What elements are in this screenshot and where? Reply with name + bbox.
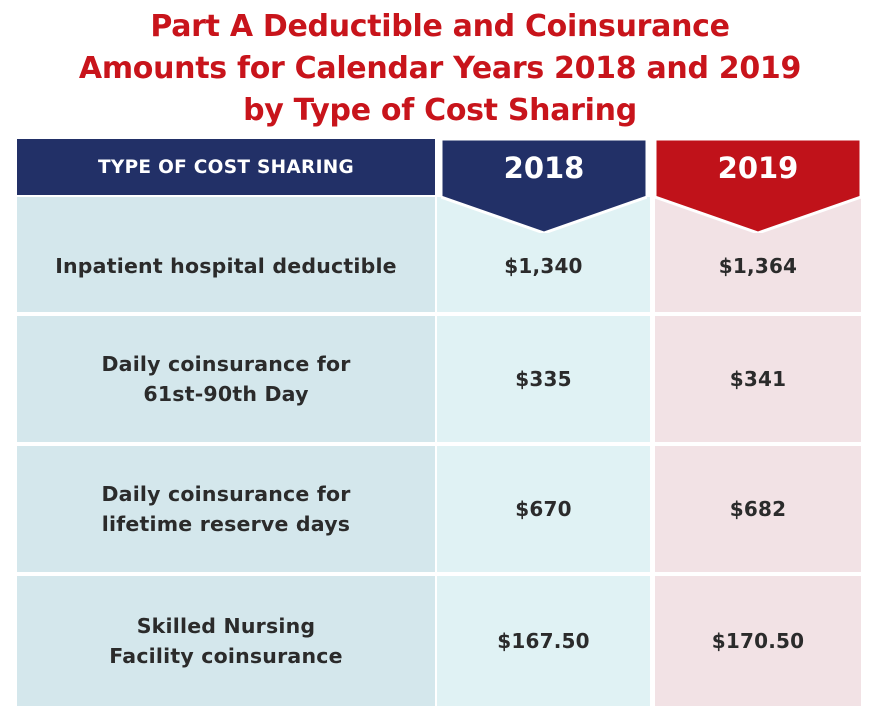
column-header-2019: 2019 [655, 139, 861, 233]
table-row-label: Skilled Nursing Facility coinsurance [17, 576, 435, 706]
value-2019-text: $170.50 [711, 629, 805, 653]
row-label-line-1: Daily coinsurance for [101, 352, 351, 376]
value-2019: $170.50 [655, 576, 861, 706]
value-2018-text: $335 [515, 367, 572, 391]
header-2019-label: 2019 [717, 151, 799, 185]
row-label-line-1: Daily coinsurance for [101, 482, 351, 506]
header-2018-arrow-shape [441, 139, 647, 233]
table-row-label: Daily coinsurance for 61st-90th Day [17, 316, 435, 442]
row-label-line-1: Inpatient hospital deductible [55, 253, 397, 278]
value-2018: $670 [437, 446, 650, 572]
value-2018-text: $167.50 [497, 629, 590, 653]
column-header-2018: 2018 [441, 139, 647, 233]
column-header-type: TYPE OF COST SHARING [17, 139, 435, 195]
row-label-line-2: 61st-90th Day [143, 382, 309, 406]
column-header-type-text: TYPE OF COST SHARING [97, 156, 355, 178]
page-title: Part A Deductible and Coinsurance Amount… [0, 6, 880, 132]
header-2019-arrow-shape [655, 139, 861, 233]
value-2019: $341 [655, 316, 861, 442]
value-2019-text: $682 [729, 497, 787, 521]
title-line-1: Part A Deductible and Coinsurance [150, 9, 730, 44]
table-row-label: Daily coinsurance for lifetime reserve d… [17, 446, 435, 572]
value-2018: $167.50 [437, 576, 650, 706]
value-2018-text: $1,340 [504, 253, 583, 278]
row-label-line-1: Skilled Nursing [136, 614, 316, 638]
row-label-line-2: Facility coinsurance [109, 644, 343, 668]
value-2019: $682 [655, 446, 861, 572]
header-2018-label: 2018 [503, 151, 585, 185]
value-2018: $335 [437, 316, 650, 442]
title-line-3: by Type of Cost Sharing [243, 93, 637, 128]
table-row-label: Inpatient hospital deductible [17, 197, 435, 312]
value-2018-text: $670 [515, 497, 572, 521]
title-line-2: Amounts for Calendar Years 2018 and 2019 [78, 51, 802, 86]
row-label-line-2: lifetime reserve days [101, 512, 351, 536]
value-2019-text: $341 [729, 367, 787, 391]
value-2019-text: $1,364 [718, 253, 798, 278]
value-2018: $1,340 [437, 197, 650, 312]
